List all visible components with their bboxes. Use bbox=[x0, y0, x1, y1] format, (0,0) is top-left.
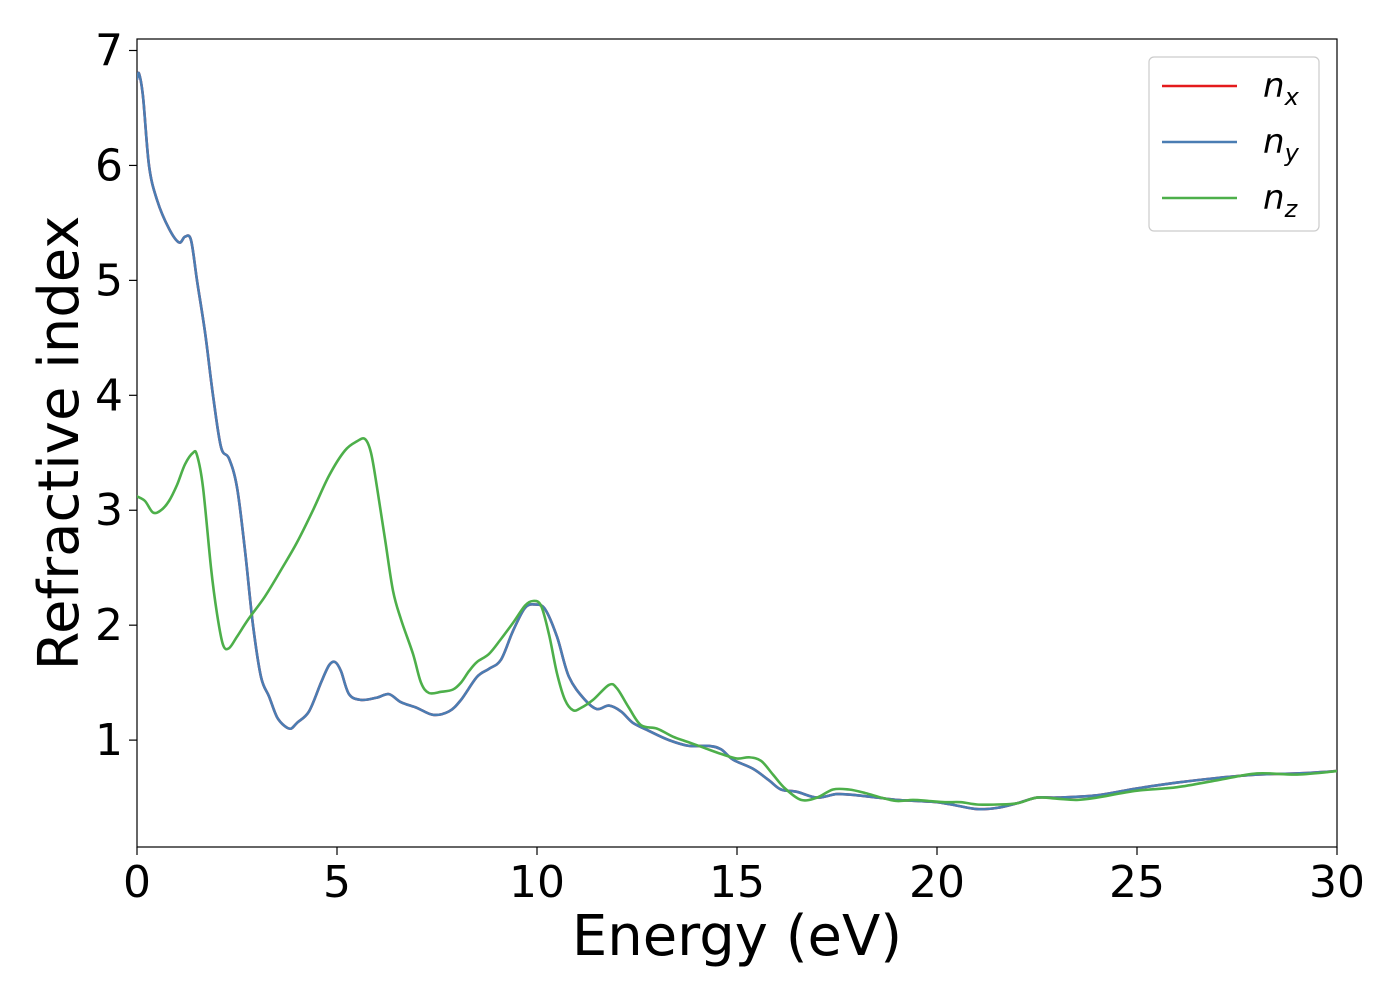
y-tick-label: 7 bbox=[95, 25, 123, 76]
x-tick-label: 25 bbox=[1109, 857, 1165, 908]
x-axis-title: Energy (eV) bbox=[572, 904, 902, 969]
y-tick-label: 5 bbox=[95, 255, 123, 306]
y-tick-label: 4 bbox=[95, 370, 123, 421]
series-line-n-z bbox=[137, 436, 1337, 807]
x-tick-label: 20 bbox=[909, 857, 965, 908]
y-tick-label: 3 bbox=[95, 485, 123, 536]
series-layer bbox=[137, 71, 1337, 811]
y-tick-label: 6 bbox=[95, 140, 123, 191]
legend-label-n-z: nz bbox=[1263, 178, 1299, 223]
y-axis-ticks: 1 2 3 4 5 6 7 bbox=[95, 25, 137, 766]
x-axis-ticks: 0 5 10 15 20 25 30 bbox=[123, 847, 1365, 908]
x-tick-label: 5 bbox=[323, 857, 351, 908]
x-tick-label: 10 bbox=[509, 857, 565, 908]
legend-box bbox=[1148, 56, 1320, 232]
x-tick-label: 30 bbox=[1309, 857, 1365, 908]
x-tick-label: 0 bbox=[123, 857, 151, 908]
y-tick-label: 2 bbox=[95, 600, 123, 651]
y-axis-title: Refractive index bbox=[27, 216, 92, 671]
x-tick-label: 15 bbox=[709, 857, 765, 908]
y-tick-label: 1 bbox=[95, 715, 123, 766]
